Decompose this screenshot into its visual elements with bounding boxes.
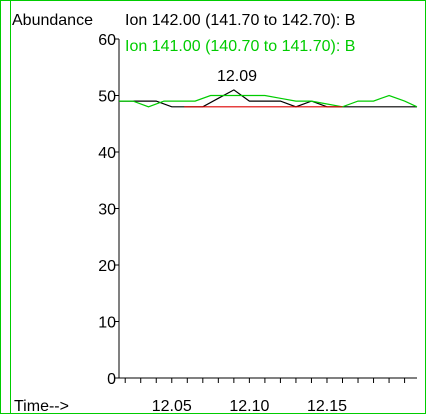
ion-title-line-1: Ion 142.00 (141.70 to 142.70): B xyxy=(125,12,355,29)
series-line-1 xyxy=(119,89,417,108)
y-tick-label: 10 xyxy=(98,315,116,332)
y-tick-label: 50 xyxy=(98,89,116,106)
x-tick-label: 12.15 xyxy=(307,398,347,414)
x-axis-title: Time--> xyxy=(14,398,69,414)
x-tick-label: 12.10 xyxy=(229,398,269,414)
axes xyxy=(118,39,417,379)
y-tick-label: 40 xyxy=(98,145,116,162)
ion-title-line-2: Ion 141.00 (140.70 to 141.70): B xyxy=(125,38,355,55)
y-tick-label: 60 xyxy=(98,32,116,49)
y-axis-ticks: 0 10 20 30 40 50 60 xyxy=(98,32,119,388)
y-tick-label: 20 xyxy=(98,258,116,275)
series-line-2 xyxy=(119,94,418,108)
y-tick-label: 0 xyxy=(107,371,116,388)
x-axis-ticks: 12.05 12.10 12.15 xyxy=(124,378,406,415)
y-axis-title: Abundance xyxy=(12,12,93,29)
x-tick-label: 12.05 xyxy=(152,398,192,414)
y-tick-label: 30 xyxy=(98,202,116,219)
series-group xyxy=(119,89,418,108)
peak-label: 12.09 xyxy=(217,68,257,85)
